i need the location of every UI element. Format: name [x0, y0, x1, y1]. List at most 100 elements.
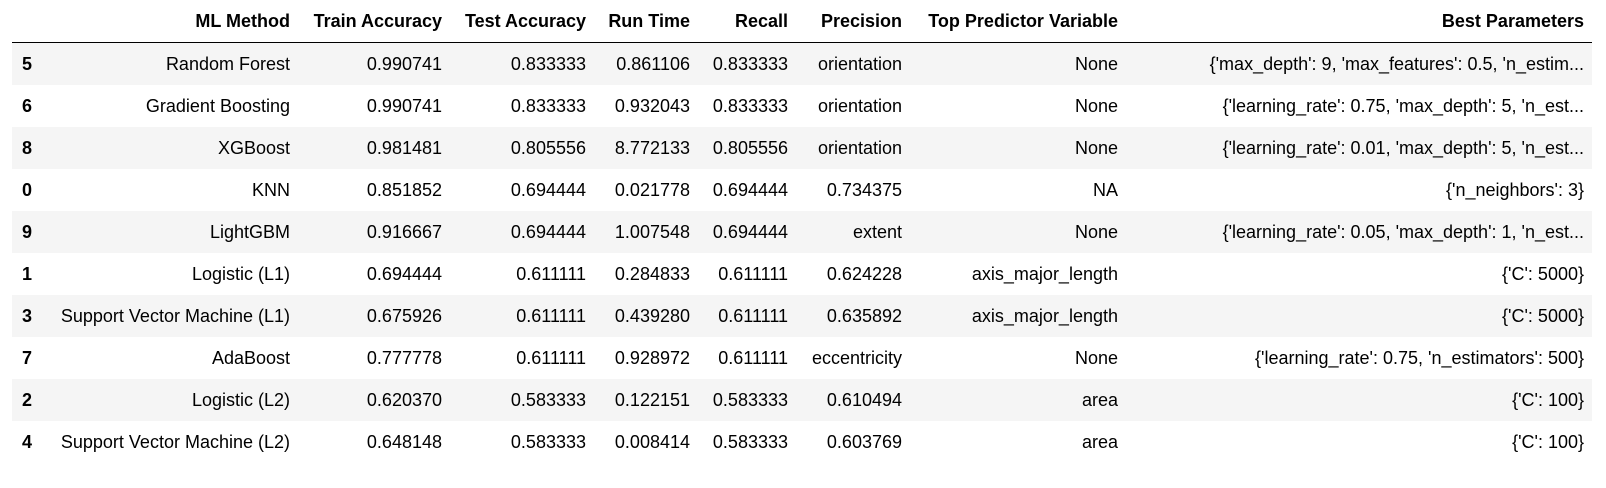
cell-run-time: 0.021778	[594, 169, 698, 211]
cell-recall: 0.611111	[698, 253, 796, 295]
cell-top-predictor-variable: NA	[910, 169, 1126, 211]
cell-best-parameters: {'C': 100}	[1126, 421, 1592, 463]
cell-best-parameters: {'learning_rate': 0.01, 'max_depth': 5, …	[1126, 127, 1592, 169]
column-header-train-accuracy: Train Accuracy	[298, 0, 450, 43]
cell-train-accuracy: 0.851852	[298, 169, 450, 211]
cell-top-predictor-variable: None	[910, 127, 1126, 169]
cell-test-accuracy: 0.583333	[450, 379, 594, 421]
cell-train-accuracy: 0.990741	[298, 85, 450, 127]
cell-recall: 0.805556	[698, 127, 796, 169]
cell-best-parameters: {'learning_rate': 0.75, 'n_estimators': …	[1126, 337, 1592, 379]
cell-run-time: 0.122151	[594, 379, 698, 421]
column-header-best-parameters: Best Parameters	[1126, 0, 1592, 43]
cell-run-time: 0.439280	[594, 295, 698, 337]
cell-best-parameters: {'C': 5000}	[1126, 253, 1592, 295]
cell-ml-method: Support Vector Machine (L2)	[42, 421, 298, 463]
cell-test-accuracy: 0.694444	[450, 211, 594, 253]
cell-train-accuracy: 0.981481	[298, 127, 450, 169]
header-row: ML Method Train Accuracy Test Accuracy Run …	[12, 0, 1592, 43]
cell-top-predictor-variable: area	[910, 421, 1126, 463]
cell-recall: 0.611111	[698, 295, 796, 337]
cell-precision: 0.610494	[796, 379, 910, 421]
cell-train-accuracy: 0.694444	[298, 253, 450, 295]
cell-precision: 0.734375	[796, 169, 910, 211]
cell-precision: 0.624228	[796, 253, 910, 295]
cell-ml-method: XGBoost	[42, 127, 298, 169]
cell-index: 6	[12, 85, 42, 127]
cell-recall: 0.583333	[698, 421, 796, 463]
cell-precision: orientation	[796, 42, 910, 85]
table-row: 0 KNN 0.851852 0.694444 0.021778 0.694444 0.73…	[12, 169, 1592, 211]
cell-train-accuracy: 0.916667	[298, 211, 450, 253]
table-row: 3 Support Vector Machine (L1) 0.675926 0.61…	[12, 295, 1592, 337]
table-row: 1 Logistic (L1) 0.694444 0.611111 0.284833 0.…	[12, 253, 1592, 295]
cell-train-accuracy: 0.620370	[298, 379, 450, 421]
cell-run-time: 1.007548	[594, 211, 698, 253]
cell-recall: 0.833333	[698, 42, 796, 85]
cell-index: 1	[12, 253, 42, 295]
cell-test-accuracy: 0.583333	[450, 421, 594, 463]
cell-run-time: 8.772133	[594, 127, 698, 169]
cell-precision: 0.603769	[796, 421, 910, 463]
cell-ml-method: AdaBoost	[42, 337, 298, 379]
cell-run-time: 0.008414	[594, 421, 698, 463]
cell-ml-method: Logistic (L1)	[42, 253, 298, 295]
cell-run-time: 0.928972	[594, 337, 698, 379]
cell-index: 0	[12, 169, 42, 211]
cell-top-predictor-variable: None	[910, 337, 1126, 379]
table-body: 5 Random Forest 0.990741 0.833333 0.861106 0.…	[12, 42, 1592, 463]
cell-ml-method: LightGBM	[42, 211, 298, 253]
table-row: 4 Support Vector Machine (L2) 0.648148 0.58…	[12, 421, 1592, 463]
column-header-ml-method: ML Method	[42, 0, 298, 43]
table-row: 5 Random Forest 0.990741 0.833333 0.861106 0.…	[12, 42, 1592, 85]
cell-top-predictor-variable: None	[910, 211, 1126, 253]
cell-index: 2	[12, 379, 42, 421]
cell-test-accuracy: 0.694444	[450, 169, 594, 211]
cell-best-parameters: {'n_neighbors': 3}	[1126, 169, 1592, 211]
cell-top-predictor-variable: None	[910, 85, 1126, 127]
cell-recall: 0.833333	[698, 85, 796, 127]
table-header: ML Method Train Accuracy Test Accuracy Run …	[12, 0, 1592, 43]
column-header-index	[12, 0, 42, 43]
cell-ml-method: KNN	[42, 169, 298, 211]
cell-best-parameters: {'C': 5000}	[1126, 295, 1592, 337]
table-row: 8 XGBoost 0.981481 0.805556 8.772133 0.805556…	[12, 127, 1592, 169]
cell-precision: extent	[796, 211, 910, 253]
column-header-recall: Recall	[698, 0, 796, 43]
cell-test-accuracy: 0.611111	[450, 253, 594, 295]
cell-index: 5	[12, 42, 42, 85]
cell-recall: 0.694444	[698, 169, 796, 211]
cell-top-predictor-variable: None	[910, 42, 1126, 85]
table-row: 2 Logistic (L2) 0.620370 0.583333 0.122151 0.…	[12, 379, 1592, 421]
results-table-container: ML Method Train Accuracy Test Accuracy Run …	[12, 0, 1592, 463]
cell-run-time: 0.284833	[594, 253, 698, 295]
cell-train-accuracy: 0.648148	[298, 421, 450, 463]
cell-ml-method: Support Vector Machine (L1)	[42, 295, 298, 337]
cell-train-accuracy: 0.990741	[298, 42, 450, 85]
cell-ml-method: Random Forest	[42, 42, 298, 85]
cell-index: 3	[12, 295, 42, 337]
cell-precision: orientation	[796, 85, 910, 127]
cell-precision: orientation	[796, 127, 910, 169]
cell-top-predictor-variable: axis_major_length	[910, 253, 1126, 295]
cell-best-parameters: {'learning_rate': 0.05, 'max_depth': 1, …	[1126, 211, 1592, 253]
column-header-run-time: Run Time	[594, 0, 698, 43]
cell-top-predictor-variable: area	[910, 379, 1126, 421]
cell-ml-method: Logistic (L2)	[42, 379, 298, 421]
cell-ml-method: Gradient Boosting	[42, 85, 298, 127]
ml-results-table: ML Method Train Accuracy Test Accuracy Run …	[12, 0, 1592, 463]
cell-run-time: 0.932043	[594, 85, 698, 127]
table-row: 9 LightGBM 0.916667 0.694444 1.007548 0.69444…	[12, 211, 1592, 253]
table-row: 7 AdaBoost 0.777778 0.611111 0.928972 0.61111…	[12, 337, 1592, 379]
cell-index: 9	[12, 211, 42, 253]
cell-recall: 0.611111	[698, 337, 796, 379]
cell-best-parameters: {'C': 100}	[1126, 379, 1592, 421]
cell-best-parameters: {'max_depth': 9, 'max_features': 0.5, 'n…	[1126, 42, 1592, 85]
cell-test-accuracy: 0.833333	[450, 42, 594, 85]
cell-test-accuracy: 0.805556	[450, 127, 594, 169]
cell-train-accuracy: 0.675926	[298, 295, 450, 337]
cell-recall: 0.694444	[698, 211, 796, 253]
cell-precision: eccentricity	[796, 337, 910, 379]
cell-train-accuracy: 0.777778	[298, 337, 450, 379]
column-header-precision: Precision	[796, 0, 910, 43]
